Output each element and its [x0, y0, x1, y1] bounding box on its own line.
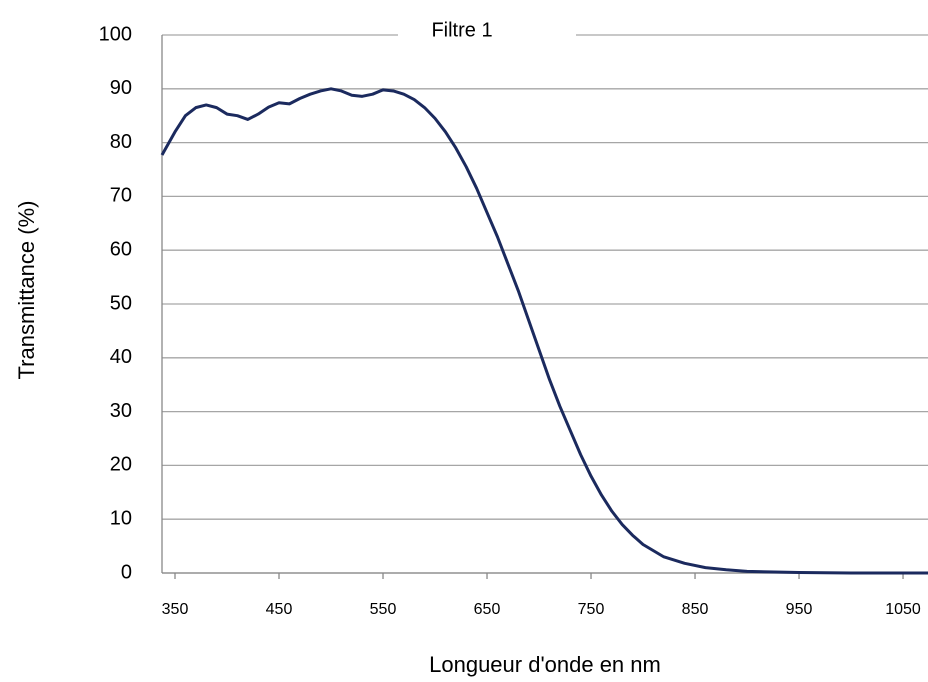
y-tick-label: 60 — [110, 238, 132, 260]
y-tick-label: 10 — [110, 507, 132, 529]
data-line — [160, 87, 928, 575]
title-background — [398, 14, 576, 54]
y-tick-label: 90 — [110, 77, 132, 99]
x-tick-label: 1050 — [885, 601, 921, 618]
chart-title: Filtre 1 — [431, 19, 492, 41]
y-axis-title: Transmittance (%) — [14, 201, 39, 380]
x-tick-label: 750 — [578, 601, 605, 618]
x-tick-label: 350 — [162, 601, 189, 618]
x-tick-label: 550 — [370, 601, 397, 618]
y-tick-label: 70 — [110, 185, 132, 207]
x-tick-label: 450 — [266, 601, 293, 618]
y-tick-label: 50 — [110, 292, 132, 314]
y-tick-label: 40 — [110, 346, 132, 368]
y-tick-label: 0 — [121, 561, 132, 583]
x-tick-label: 650 — [474, 601, 501, 618]
x-tick-label: 850 — [682, 601, 709, 618]
y-tick-label: 30 — [110, 400, 132, 422]
x-axis-title: Longueur d'onde en nm — [429, 652, 661, 677]
y-tick-label: 20 — [110, 454, 132, 476]
y-tick-label: 80 — [110, 131, 132, 153]
x-tick-label: 950 — [786, 601, 813, 618]
y-tick-label: 100 — [99, 23, 132, 45]
